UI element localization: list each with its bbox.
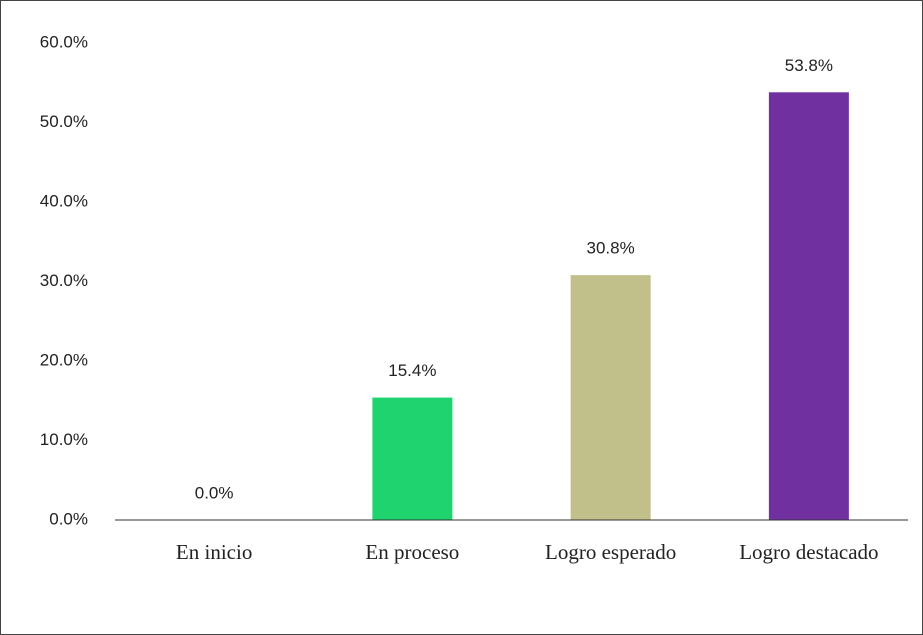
y-tick-label: 20.0% <box>40 350 88 369</box>
bar <box>570 275 651 520</box>
y-tick-label: 0.0% <box>49 509 88 528</box>
data-label: 15.4% <box>388 361 436 380</box>
y-tick-label: 40.0% <box>40 191 88 210</box>
data-label: 0.0% <box>195 483 234 502</box>
y-tick-label: 50.0% <box>40 112 88 131</box>
bar <box>768 92 849 520</box>
x-tick-label: Logro esperado <box>545 540 676 564</box>
y-tick-label: 60.0% <box>40 32 88 51</box>
bar <box>372 397 453 520</box>
x-tick-label: En proceso <box>365 540 459 564</box>
y-tick-label: 30.0% <box>40 271 88 290</box>
data-label: 53.8% <box>785 56 833 75</box>
x-tick-label: Logro destacado <box>739 540 878 564</box>
y-tick-label: 10.0% <box>40 430 88 449</box>
data-label: 30.8% <box>587 239 635 258</box>
x-tick-label: En inicio <box>176 540 252 564</box>
